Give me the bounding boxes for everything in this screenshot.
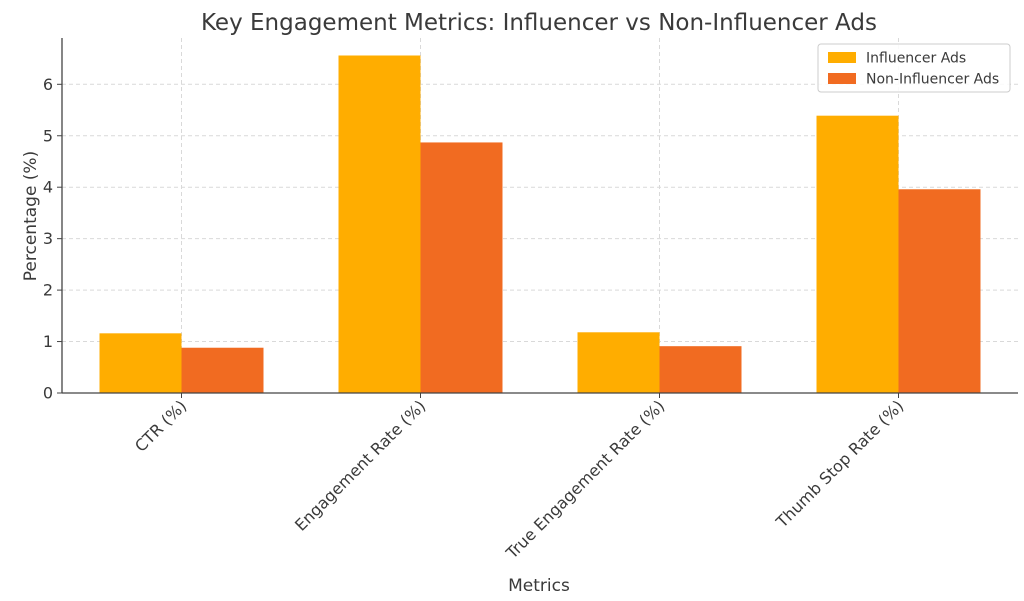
x-ticks: CTR (%) Engagement Rate (%) True Engagemen…	[131, 393, 907, 563]
bar-influencer-0	[99, 333, 182, 393]
bar-influencer-3	[816, 115, 899, 393]
y-tick-label: 5	[43, 126, 53, 145]
bar-non-influencer-0	[181, 347, 264, 393]
bar-non-influencer-1	[420, 142, 503, 393]
legend-swatch	[828, 52, 856, 63]
y-tick-label: 3	[43, 229, 53, 248]
y-tick-label: 0	[43, 384, 53, 403]
bar-influencer-2	[577, 332, 660, 393]
bar-influencer-1	[338, 55, 421, 394]
legend-box	[817, 43, 1011, 93]
y-tick-label: 6	[43, 75, 53, 94]
bar-non-influencer-2	[659, 346, 742, 393]
y-tick-label: 2	[43, 281, 53, 300]
legend-label: Non-Influencer Ads	[866, 72, 999, 88]
y-ticks: 0 1 2 3 4 5 6	[43, 75, 62, 403]
y-tick-label: 4	[43, 178, 53, 197]
x-tick-label: Thumb Stop Rate (%)	[772, 396, 908, 532]
bars	[99, 55, 981, 394]
x-axis-label: Metrics	[508, 576, 570, 596]
legend: Influencer Ads Non-Influencer Ads	[817, 43, 1011, 93]
x-tick-label: True Engagement Rate (%)	[502, 396, 669, 563]
legend-label: Influencer Ads	[866, 51, 966, 67]
y-tick-label: 1	[43, 332, 53, 351]
y-axis-label: Percentage (%)	[21, 151, 41, 281]
bar-non-influencer-3	[898, 189, 981, 393]
axes	[61, 38, 1018, 394]
legend-swatch	[828, 73, 856, 84]
x-tick-label: CTR (%)	[131, 396, 190, 455]
x-tick-label: Engagement Rate (%)	[291, 396, 429, 534]
chart-title: Key Engagement Metrics: Influencer vs No…	[201, 10, 877, 36]
